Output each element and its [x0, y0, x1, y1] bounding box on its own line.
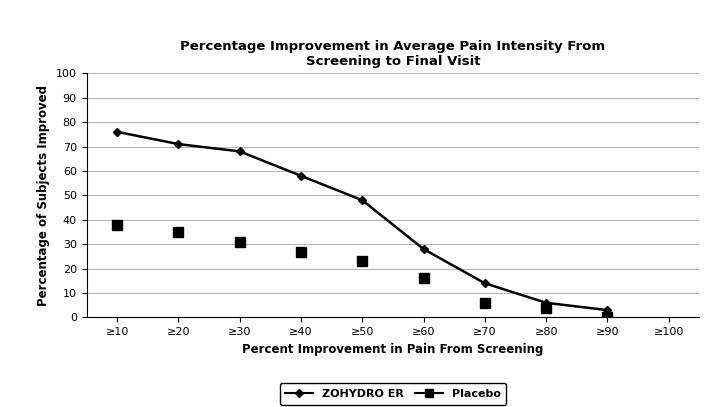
ZOHYDRO ER: [358, 198, 367, 203]
Placebo: [420, 276, 428, 281]
ZOHYDRO ER: [420, 247, 428, 252]
Title: Percentage Improvement in Average Pain Intensity From
Screening to Final Visit: Percentage Improvement in Average Pain I…: [180, 40, 606, 68]
Line: ZOHYDRO ER: ZOHYDRO ER: [114, 129, 611, 313]
ZOHYDRO ER: [112, 129, 121, 134]
X-axis label: Percent Improvement in Pain From Screening: Percent Improvement in Pain From Screeni…: [242, 343, 544, 356]
Placebo: [481, 300, 490, 305]
Line: Placebo: Placebo: [112, 220, 612, 322]
ZOHYDRO ER: [481, 281, 490, 286]
ZOHYDRO ER: [297, 173, 306, 178]
Placebo: [174, 230, 183, 234]
Placebo: [235, 239, 244, 244]
ZOHYDRO ER: [542, 300, 551, 305]
Placebo: [358, 259, 367, 264]
Placebo: [297, 249, 306, 254]
ZOHYDRO ER: [603, 308, 612, 313]
ZOHYDRO ER: [174, 142, 183, 147]
Y-axis label: Percentage of Subjects Improved: Percentage of Subjects Improved: [37, 85, 50, 306]
Placebo: [603, 315, 612, 320]
Placebo: [112, 222, 121, 227]
ZOHYDRO ER: [235, 149, 244, 154]
Legend: ZOHYDRO ER, Placebo: ZOHYDRO ER, Placebo: [280, 383, 506, 405]
Placebo: [542, 305, 551, 310]
